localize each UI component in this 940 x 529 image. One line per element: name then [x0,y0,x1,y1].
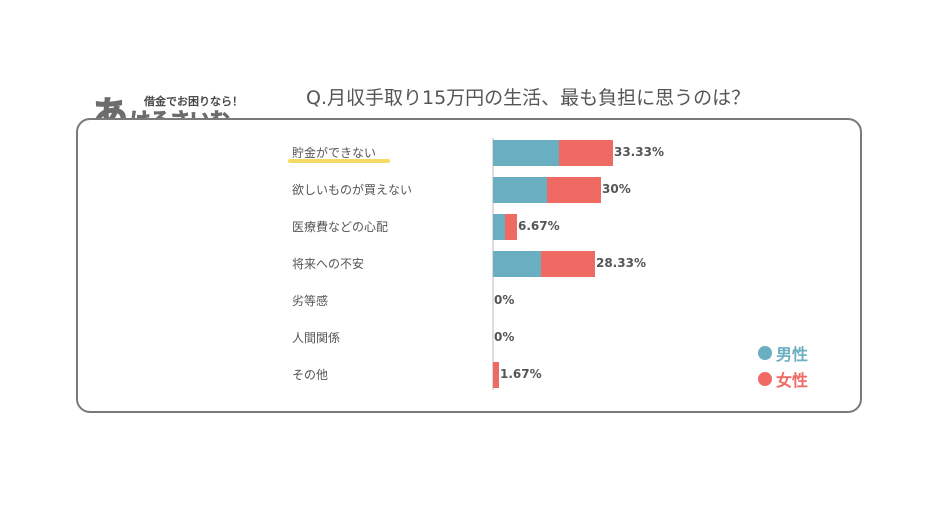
legend: 男性 女性 [758,340,808,392]
bar-male [493,251,541,277]
bar-female [547,177,601,203]
category-label: 欲しいものが買えない [292,182,412,197]
legend-female-label: 女性 [776,371,809,390]
bar-female [493,362,500,388]
value-label: 30% [602,182,631,196]
value-label: 0% [494,330,514,344]
legend-female-dot-icon [758,372,772,386]
value-label: 0% [494,293,514,307]
chart-panel [76,118,862,413]
bar-female [504,214,518,240]
category-label: その他 [292,368,328,382]
category-label: 将来への不安 [292,256,364,271]
value-label: 6.67% [518,219,560,233]
category-label: 人間関係 [292,331,340,345]
bar-male [493,214,505,240]
logo-tagline: 借金でお困りなら！ [144,95,243,108]
legend-male-dot-icon [758,346,772,360]
bar-male [493,177,547,203]
bar-female [558,140,613,166]
category-label: 貯金ができない [292,145,376,160]
value-label: 1.67% [500,367,542,381]
bar-female [540,251,595,277]
category-highlight [288,159,390,163]
category-label: 劣等感 [292,293,328,308]
legend-male-label: 男性 [776,345,809,364]
value-label: 33.33% [614,145,664,159]
chart-title: Q.月収手取り15万円の生活、最も負担に思うのは？ [306,87,751,109]
category-label: 医療費などの心配 [292,219,388,234]
value-label: 28.33% [596,256,646,270]
bar-male [493,140,559,166]
legend-item-male: 男性 [758,340,808,366]
legend-item-female: 女性 [758,366,808,392]
